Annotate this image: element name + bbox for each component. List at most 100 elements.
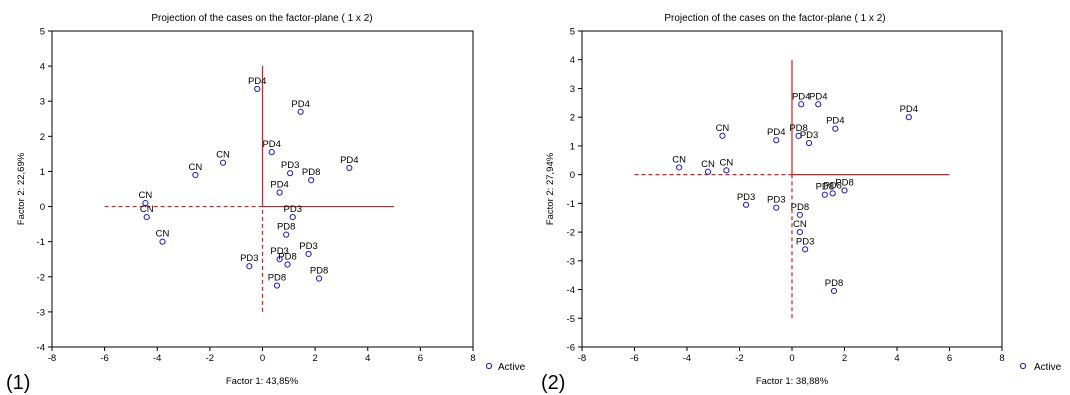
data-point [276,189,283,196]
data-point [805,139,813,147]
x-tick-label: 8 [999,353,1004,364]
data-point-label: PD3 [299,241,317,252]
panel-label: (2) [541,372,565,394]
data-point-label: PD3 [796,236,814,247]
data-point [905,114,912,121]
x-tick-label: -2 [735,353,743,364]
chart-title: Projection of the cases on the factor-pl… [664,13,885,24]
data-point [723,167,730,174]
y-tick-labels: -4 -3 -2 -1 0 1 2 3 4 5 [37,27,52,354]
data-point [305,250,312,258]
data-point-label: PD4 [262,139,280,150]
x-tick-label: 4 [365,353,370,364]
data-point [192,171,199,179]
x-tick-label: -4 [153,353,161,364]
data-point [159,238,166,245]
y-tick-label: 0 [40,202,45,213]
data-point [704,168,712,175]
y-tick-label: 5 [40,27,45,38]
legend-label: Active [498,362,526,373]
data-point-label: PD4 [248,76,266,87]
x-tick-label: -6 [100,353,108,364]
data-point [142,199,149,207]
y-tick-label: 1 [570,141,575,152]
chart-panel-1: Projection of the cases on the factor-pl… [6,13,526,394]
data-point-label: PD4 [767,127,785,138]
data-point-label: PD4 [809,91,827,102]
x-tick-label: 0 [260,353,265,364]
y-tick-label: 0 [570,170,575,181]
data-point [289,213,296,221]
reference-lines [634,59,950,319]
y-tick-label: 2 [570,113,575,124]
y-tick-label: 1 [40,167,45,178]
x-tick-label: -6 [630,353,638,364]
data-point [798,101,805,108]
data-point [796,211,803,218]
data-point-label: CN [140,204,154,215]
data-point-label: PD8 [277,222,295,233]
data-point-label: PD8 [825,278,843,289]
data-point-label: PD3 [800,130,818,141]
data-point [802,246,809,253]
data-point [246,263,253,270]
y-tick-label: 3 [570,84,575,95]
data-point [773,137,780,144]
y-tick-label: 2 [40,132,45,143]
y-tick-label: -5 [567,314,575,325]
data-point-label: PD3 [240,253,258,264]
x-tick-label: -8 [578,353,586,364]
data-point-label: PD3 [767,195,785,206]
data-point-label: PD8 [789,123,807,134]
data-point-label: PD8 [310,266,328,277]
data-point [143,213,150,221]
y-tick-label: -2 [37,272,45,283]
data-point-label: PD3 [281,160,299,171]
panel-label: (1) [6,372,30,394]
x-tick-label: -8 [48,353,56,364]
data-point [283,231,290,238]
data-point-label: PD8 [816,182,834,193]
chart-title: Projection of the cases on the factor-pl… [151,13,372,24]
y-tick-labels: -6 -5 -4 -3 -2 -1 0 1 2 3 4 5 [567,27,582,354]
data-point-label: PD4 [270,180,288,191]
data-point-label: PD8 [791,202,809,213]
data-point-label: CN [720,157,734,168]
data-point [841,187,848,194]
x-tick-label: 8 [470,353,475,364]
y-tick-label: 4 [570,55,575,66]
data-point [773,204,780,211]
data-point-label: CN [672,154,686,165]
data-point [273,282,281,289]
data-point-label: PD4 [792,91,810,102]
y-axis-label: Factor 2: 22,69% [16,152,27,225]
data-point [346,164,353,172]
data-point [742,201,750,208]
y-tick-label: -3 [37,307,45,318]
x-tick-labels: -8 -6 -4 -2 0 2 4 6 8 [48,347,476,364]
data-point-label: PD8 [268,273,286,284]
y-tick-label: -4 [37,343,45,354]
y-tick-label: -3 [567,256,575,267]
data-point-label: CN [139,190,153,201]
data-point-label: PD3 [284,204,302,215]
data-point [676,164,683,171]
data-point-label: CN [701,159,715,170]
x-axis-label: Factor 1: 38,88% [756,376,829,387]
data-point [821,191,828,198]
x-axis-label: Factor 1: 43,85% [226,376,299,387]
data-point [795,132,802,139]
data-point [832,125,839,132]
data-point-label: PD8 [835,177,853,188]
data-point [297,108,304,115]
data-point-label: PD4 [340,155,358,166]
data-point-label: PD8 [302,167,320,178]
data-point [287,170,294,177]
x-tick-label: -4 [683,353,691,364]
y-tick-label: -2 [567,228,575,239]
data-point-label: CN [156,229,170,240]
reference-lines [104,66,395,312]
